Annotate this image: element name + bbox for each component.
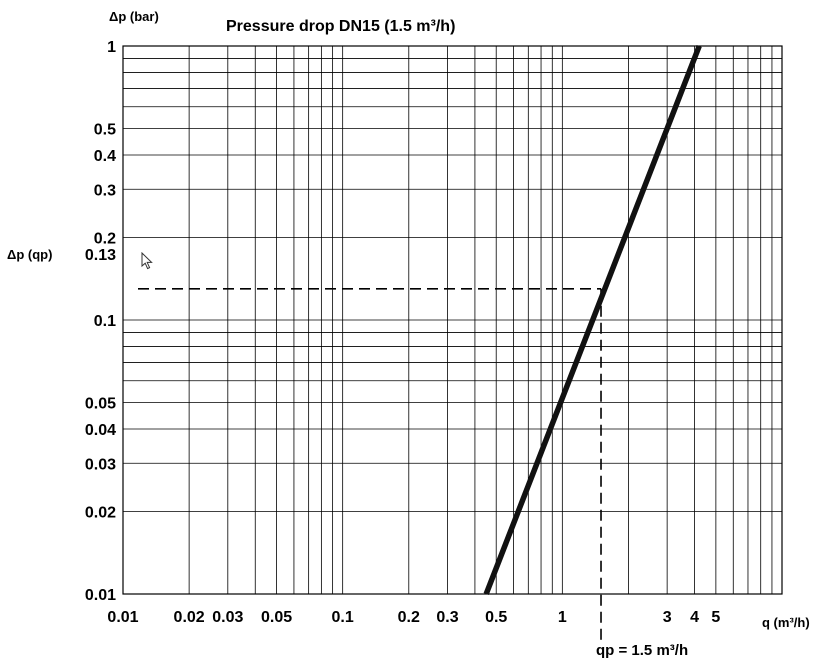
pressure-drop-series-line [483, 45, 702, 595]
qp-label: qp = 1.5 m³/h [596, 642, 688, 659]
y-tick-label: 0.05 [85, 395, 116, 412]
x-tick-label: 0.3 [436, 609, 458, 626]
y-tick-label: 0.01 [85, 587, 116, 604]
y-tick-label: 0.3 [94, 182, 116, 199]
x-axis-title: q (m³/h) [762, 615, 810, 630]
x-tick-label: 0.01 [107, 609, 138, 626]
x-tick-label: 1 [558, 609, 567, 626]
x-tick-label: 0.5 [485, 609, 507, 626]
y-axis-title: Δp (bar) [109, 9, 159, 24]
x-tick-label: 0.02 [174, 609, 205, 626]
x-tick-label: 0.05 [261, 609, 292, 626]
plot-frame [122, 45, 783, 595]
series-layer [483, 45, 702, 595]
y-tick-labels: 1 0.5 0.4 0.3 0.2 0.1 0.05 0.04 0.03 0.02 0.01 [85, 39, 116, 604]
y-tick-label: 0.03 [85, 456, 116, 473]
y-tick-label: 0.4 [94, 148, 116, 165]
x-tick-labels: 0.01 0.02 0.03 0.05 0.1 0.2 0.3 0.5 1 3 4 5 [107, 609, 720, 626]
x-tick-label: 0.1 [332, 609, 354, 626]
y-tick-label: 0.5 [94, 121, 116, 138]
x-tick-label: 0.2 [398, 609, 420, 626]
y-tick-label: 0.02 [85, 505, 116, 522]
x-tick-label: 5 [711, 609, 720, 626]
x-tick-label: 3 [663, 609, 672, 626]
dp-qp-value-label: 0.13 [85, 247, 116, 264]
y-tick-label: 0.04 [85, 422, 116, 439]
y-tick-label: 1 [107, 39, 116, 56]
grid-layer [123, 46, 782, 594]
mouse-pointer-icon [141, 252, 153, 270]
x-tick-label: 4 [690, 609, 699, 626]
x-tick-label: 0.03 [212, 609, 243, 626]
y-tick-label: 0.1 [94, 313, 116, 330]
dp-qp-label: Δp (qp) [7, 247, 52, 262]
y-tick-label: 0.2 [94, 231, 116, 248]
reference-lines [138, 287, 602, 645]
chart-title: Pressure drop DN15 (1.5 m³/h) [226, 18, 455, 35]
